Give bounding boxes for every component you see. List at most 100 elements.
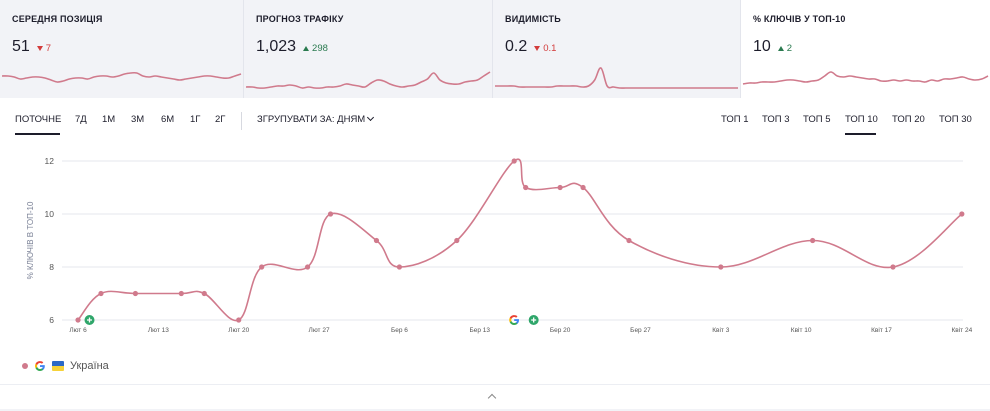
sparkline-path [1,71,242,83]
tab-top1[interactable]: ТОП 1 [721,114,749,125]
tab-top3[interactable]: ТОП 3 [762,114,790,125]
kpi-value: 51 7 [12,38,51,56]
y-tick-label: 8 [49,262,54,272]
data-point [511,158,517,164]
y-tick-label: 6 [49,315,54,325]
triangle-up-icon [777,46,784,51]
data-point [890,264,896,270]
series-line [77,158,963,322]
tab-top10[interactable]: ТОП 10 [845,114,878,125]
kpi-value-number: 0.2 [505,38,528,55]
data-point [396,264,403,270]
data-point [959,211,965,217]
data-point [132,290,139,297]
x-tick-label: Квіт 24 [952,326,973,334]
tab-top30[interactable]: ТОП 30 [939,114,972,125]
x-tick-label: Бер 6 [391,327,408,334]
kpi-delta: 7 [36,43,51,54]
x-tick-label: Лют 13 [148,327,169,334]
timeframe-6m[interactable]: 6М [161,114,175,125]
timeframe-3m[interactable]: 3М [131,114,145,125]
group-by-dropdown[interactable]: ЗГРУПУВАТИ ЗА: ДНЯМ [257,113,375,125]
tab-top20[interactable]: ТОП 20 [892,114,925,125]
group-by-label: ЗГРУПУВАТИ ЗА: ДНЯМ [257,114,366,125]
google-icon [35,361,45,371]
kpi-delta-value: 2 [786,43,793,54]
kpi-title: % КЛЮЧІВ У ТОП-10 [753,14,846,24]
kpi-card-visibility[interactable]: ВИДИМІСТЬ 0.2 0.1 [493,0,741,98]
y-tick-label: 12 [45,156,55,166]
data-point [718,264,724,270]
kpi-value: 1,023 298 [256,38,328,56]
kpi-delta: 2 [777,43,793,54]
x-tick-label: Бер 13 [469,327,490,334]
kpi-card-traffic-forecast[interactable]: ПРОГНОЗ ТРАФІКУ 1,023 298 [244,0,493,98]
data-point [580,184,586,191]
sparkline-path [245,71,491,89]
plus-event-icon [528,315,539,325]
chart-toolbar: ПОТОЧНЕ 7Д 1М 3М 6М 1Г 2Г ЗГРУПУВАТИ ЗА:… [0,108,990,135]
chart-legend[interactable]: Україна [22,360,109,372]
kpi-strip: СЕРЕДНЯ ПОЗИЦІЯ 51 7 ПРОГНОЗ ТРАФІКУ 1,0… [0,0,990,98]
section-divider [0,384,990,385]
timeframe-7d[interactable]: 7Д [75,114,87,125]
top10-line-chart: 6 8 10 12 % КЛЮЧІВ В ТОП-10 Лют 6 Лют 13 Лют 20… [26,156,973,334]
kpi-card-top10-keywords[interactable]: % КЛЮЧІВ У ТОП-10 10 2 [741,0,990,98]
kpi-card-avg-position[interactable]: СЕРЕДНЯ ПОЗИЦІЯ 51 7 [0,0,244,98]
data-point [236,317,242,323]
x-tick-label: Бер 20 [550,327,571,334]
data-point [327,211,334,217]
plus-event-icon [84,315,95,325]
data-point [454,237,460,244]
kpi-delta-value: 0.1 [543,43,557,54]
kpi-value-number: 1,023 [256,38,297,55]
timeframe-current[interactable]: ПОТОЧНЕ [15,114,62,125]
sparkline [494,67,739,89]
kpi-value: 0.2 0.1 [505,38,556,56]
chevron-down-icon [367,113,375,122]
data-point [75,317,81,323]
kpi-value-number: 10 [753,38,771,55]
sparkline-path [742,71,989,85]
data-point [259,264,265,270]
x-tick-label: Квіт 10 [791,326,812,334]
kpi-value-number: 51 [12,38,30,55]
sparkline-path [494,67,739,89]
kpi-title: СЕРЕДНЯ ПОЗИЦІЯ [12,14,103,24]
kpi-value: 10 2 [753,38,792,56]
data-point [373,237,380,244]
data-point [810,237,816,244]
data-point [626,237,632,244]
triangle-down-icon [534,46,541,51]
kpi-delta: 0.1 [534,43,556,54]
timeframe-1y[interactable]: 1Г [190,114,201,125]
kpi-title: ВИДИМІСТЬ [505,14,561,24]
data-point [98,290,104,297]
tab-top5[interactable]: ТОП 5 [803,114,831,125]
data-point [178,290,184,297]
data-point [201,290,207,297]
data-point [557,184,563,191]
google-update-icon [509,315,519,325]
kpi-title: ПРОГНОЗ ТРАФІКУ [256,14,344,24]
x-tick-label: Бер 27 [630,327,651,334]
sparkline [245,71,491,89]
legend-series-dot [22,363,28,369]
x-tick-label: Лют 6 [69,327,87,334]
timeframe-2y[interactable]: 2Г [215,114,226,125]
y-tick-label: 10 [45,209,55,219]
legend-label: Україна [70,360,109,372]
active-top-indicator [845,133,876,135]
kpi-delta: 298 [303,43,328,54]
collapse-chevron-up-icon[interactable] [487,392,497,403]
timeframe-1m[interactable]: 1М [102,114,116,125]
x-tick-label: Квіт 17 [871,326,892,334]
x-tick-label: Лют 27 [309,327,330,334]
data-point [304,264,311,270]
divider [241,112,242,130]
y-axis-label: % КЛЮЧІВ В ТОП-10 [26,201,35,279]
triangle-up-icon [303,46,310,51]
bottom-bar [0,409,990,411]
sparkline [742,71,989,85]
kpi-delta-value: 298 [312,43,328,54]
